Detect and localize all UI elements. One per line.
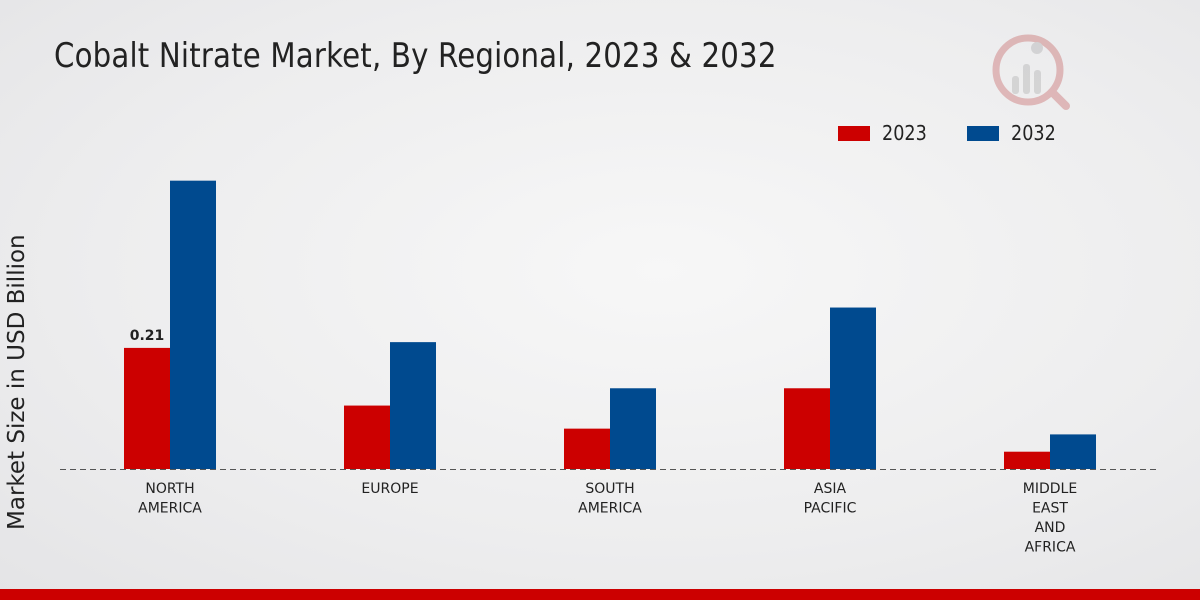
bar-2032-0 (170, 180, 216, 469)
bar-2023-4 (1004, 451, 1050, 469)
bar-2032-1 (390, 342, 436, 469)
legend-swatch-2023 (838, 125, 870, 141)
bar-2023-1 (344, 405, 390, 469)
legend-swatch-2032 (966, 125, 999, 141)
bar-2032-2 (610, 388, 656, 469)
legend-label-2023: 2023 (882, 121, 927, 145)
chart-title: Cobalt Nitrate Market, By Regional, 2023… (54, 36, 777, 76)
bar-2023-2 (564, 428, 610, 469)
data-label-0: 0.21 (130, 328, 165, 344)
footer-bar (0, 589, 1200, 600)
legend-label-2032: 2032 (1010, 121, 1056, 145)
x-tick-label-1: EUROPE (361, 481, 418, 497)
legend-item-2023: 2023 (838, 121, 933, 145)
bar-2023-0 (124, 347, 170, 469)
x-tick-label-0: NORTH AMERICA (138, 481, 202, 517)
x-tick-label-3: ASIA PACIFIC (804, 481, 857, 517)
bar-2023-3 (784, 388, 830, 469)
bar-2032-4 (1050, 434, 1096, 469)
x-tick-label-4: MIDDLE EAST AND AFRICA (1023, 481, 1077, 556)
market-research-logo-icon (992, 34, 1070, 110)
x-tick-label-2: SOUTH AMERICA (578, 481, 642, 517)
legend: 2023 2032 (838, 121, 1096, 145)
legend-item-2032: 2032 (966, 121, 1062, 145)
bar-2032-3 (830, 307, 876, 469)
